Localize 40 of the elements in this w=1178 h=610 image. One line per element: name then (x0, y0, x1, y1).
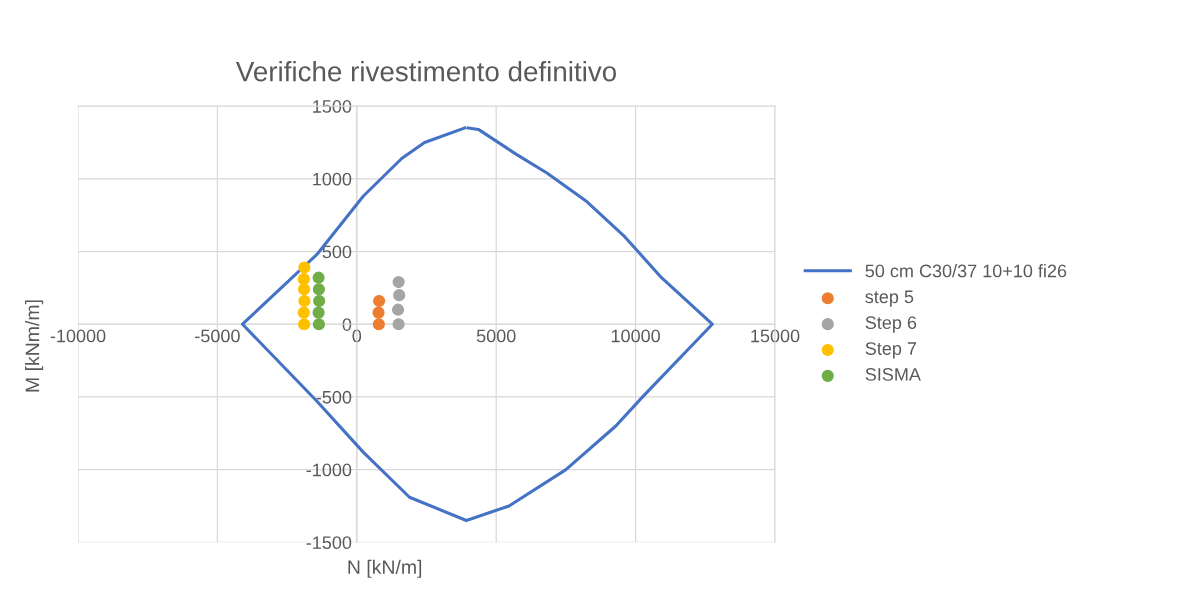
point (298, 294, 311, 308)
point (392, 275, 405, 289)
point (373, 294, 386, 308)
point (312, 271, 325, 284)
x-tick-label: 0 (352, 329, 362, 343)
point (298, 318, 311, 331)
point (297, 273, 310, 286)
point (392, 318, 405, 331)
legend-label: Step 6 (865, 316, 917, 333)
legend-label: Step 7 (865, 342, 917, 359)
line-series (240, 126, 714, 523)
y-tick-label: 500 (322, 245, 352, 259)
chart-title: Verifiche rivestimento definitivo (235, 61, 617, 82)
y-axis-title: M [kNm/m] (25, 300, 44, 392)
y-tick-label: -1000 (306, 463, 352, 477)
y-tick-label: 1000 (313, 172, 352, 186)
x-tick-label: -10000 (50, 329, 106, 343)
point (372, 318, 385, 331)
point (312, 306, 325, 319)
point (297, 306, 310, 319)
point (372, 306, 385, 319)
legend-label: SISMA (865, 367, 921, 381)
x-tick-label: 10000 (611, 329, 660, 343)
x-tick-label: 5000 (476, 329, 516, 343)
y-tick-label: -500 (316, 390, 352, 404)
y-tick-label: 1500 (313, 100, 352, 113)
x-tick-label: 15000 (751, 329, 800, 343)
y-tick-label: 0 (342, 318, 352, 331)
point (312, 283, 325, 296)
point (313, 294, 326, 308)
point (298, 261, 311, 274)
x-tick-label: -5000 (195, 329, 240, 343)
legend-label: 50 cm C30/37 10+10 fi26 (865, 264, 1067, 278)
x-axis-title: N [kN/m] (348, 559, 422, 578)
point (391, 303, 405, 316)
legend-label: step 5 (865, 290, 914, 307)
y-tick-label: -1500 (306, 536, 352, 550)
point (312, 318, 325, 331)
point (298, 283, 311, 296)
point (393, 289, 406, 302)
